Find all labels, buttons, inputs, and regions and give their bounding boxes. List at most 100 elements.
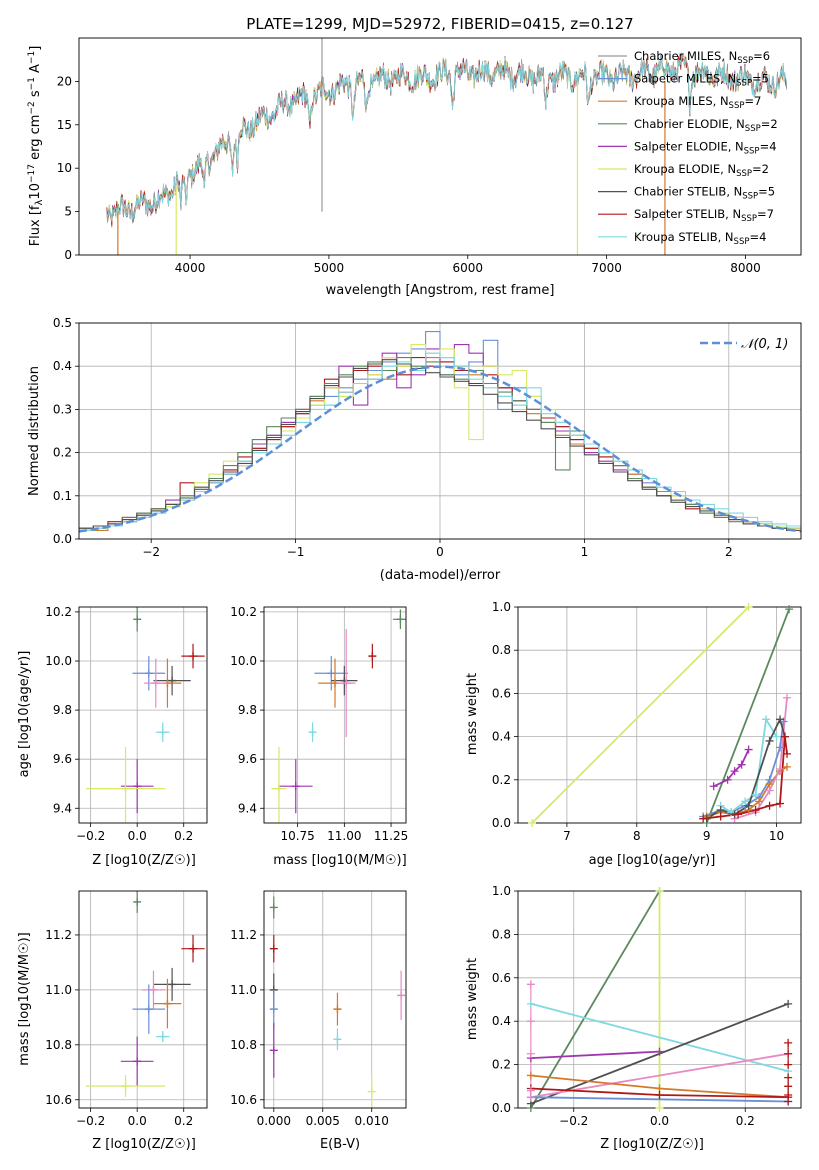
legend-subscript: SSP bbox=[736, 169, 752, 179]
ylabel-part: s bbox=[28, 90, 43, 101]
residual-legend: 𝒩(0, 1) bbox=[700, 337, 788, 352]
data-point bbox=[342, 679, 351, 688]
plot-area bbox=[271, 609, 406, 823]
data-point bbox=[158, 728, 167, 737]
data-point bbox=[133, 897, 142, 906]
weight-marker bbox=[784, 999, 793, 1008]
y-tick-label: 10.0 bbox=[45, 654, 72, 668]
spectrum-ylabel: Flux [fλ10−17 erg cm−2 s−1 A−1] bbox=[27, 46, 45, 247]
data-point bbox=[168, 980, 177, 989]
y-tick-label: 9.6 bbox=[238, 752, 257, 766]
weight-line bbox=[530, 1096, 789, 1103]
legend-subscript: SSP bbox=[744, 146, 760, 156]
x-tick-label: −2 bbox=[142, 545, 160, 559]
y-tick-label: 10.0 bbox=[230, 654, 257, 668]
weight-marker bbox=[655, 1047, 664, 1056]
data-point bbox=[121, 784, 130, 793]
age-vs-mass-panel: 10.75 11.00 11.25 9.4 9.6 9.8 10.0 10.2 bbox=[230, 605, 408, 843]
data-point bbox=[121, 1082, 130, 1091]
residual-histogram-panel: −2 −1 0 1 2 0.0 0.1 0.2 0.3 0.4 0.5 bbox=[53, 316, 802, 559]
weight-marker bbox=[776, 743, 785, 752]
weight-marker bbox=[526, 1071, 535, 1080]
legend-count: =7 bbox=[757, 207, 774, 221]
x-tick-label: −1 bbox=[287, 545, 305, 559]
x-tick-label: 1 bbox=[581, 545, 589, 559]
weight-marker bbox=[737, 760, 746, 769]
plot-area bbox=[530, 891, 789, 1108]
y-tick-label: 11.2 bbox=[45, 928, 72, 942]
y-tick-label: 0.4 bbox=[53, 359, 72, 373]
weight-marker bbox=[784, 1060, 793, 1069]
y-tick-label: 0.2 bbox=[53, 446, 72, 460]
x-tick-label: 0.2 bbox=[174, 1114, 193, 1128]
wZ-xlabel: Z [log10(Z/Z☉)] bbox=[600, 1137, 704, 1152]
spectrum-xlabel: wavelength [Angstrom, rest frame] bbox=[326, 283, 555, 298]
x-tick-label: 0.2 bbox=[736, 1114, 755, 1128]
data-point bbox=[144, 1005, 153, 1014]
y-tick-label: 0.1 bbox=[53, 489, 72, 503]
y-tick-label: 20 bbox=[57, 74, 72, 88]
y-tick-label: 15 bbox=[57, 118, 72, 132]
x-tick-label: 0.2 bbox=[174, 829, 193, 843]
x-tick-label: 8000 bbox=[730, 261, 761, 275]
data-point bbox=[333, 1035, 342, 1044]
axes-frame bbox=[517, 606, 802, 824]
legend-subscript: SSP bbox=[741, 214, 757, 224]
data-point bbox=[144, 669, 153, 678]
x-tick-label: 11.25 bbox=[374, 829, 408, 843]
weight-marker bbox=[744, 745, 753, 754]
legend-entry: Salpeter ELODIE, NSSP=4 bbox=[634, 139, 777, 156]
data-point bbox=[291, 782, 300, 791]
y-tick-label: 10.6 bbox=[45, 1093, 72, 1107]
axes-frame bbox=[78, 606, 208, 824]
data-point bbox=[269, 903, 278, 912]
legend-label-normal: 𝒩(0, 1) bbox=[741, 337, 788, 352]
ylabel-part: λ bbox=[34, 199, 45, 205]
weight-marker bbox=[526, 1049, 535, 1058]
weight-marker bbox=[526, 1093, 535, 1102]
ylabel-part: erg cm bbox=[28, 115, 43, 164]
weight-line bbox=[531, 607, 750, 823]
data-point bbox=[133, 1057, 142, 1066]
plot-area bbox=[85, 607, 205, 823]
mass-vs-Z-panel: −0.2 0.0 0.2 10.6 10.8 11.0 11.2 bbox=[45, 890, 208, 1128]
weight-marker bbox=[776, 765, 785, 773]
ylabel-part: −17 bbox=[27, 164, 37, 183]
data-point bbox=[269, 1005, 278, 1014]
x-tick-label: 5000 bbox=[314, 261, 345, 275]
y-tick-label: 5 bbox=[64, 205, 72, 219]
weight-marker bbox=[744, 603, 753, 611]
legend-subscript: SSP bbox=[734, 237, 750, 247]
data-point bbox=[274, 784, 283, 793]
legend-count: =4 bbox=[760, 139, 777, 153]
axes-frame bbox=[78, 37, 802, 256]
weight-marker bbox=[655, 1104, 664, 1112]
spectrum-line bbox=[106, 52, 787, 222]
histogram-series bbox=[79, 359, 801, 531]
weight-marker bbox=[776, 715, 785, 724]
wAge-ylabel: mass weight bbox=[465, 673, 480, 755]
weight-marker bbox=[716, 812, 725, 821]
weight-marker bbox=[780, 732, 789, 741]
ageZ-ylabel: age [log10(age/yr)] bbox=[17, 651, 32, 778]
legend-entry: Kroupa STELIB, NSSP=4 bbox=[634, 230, 766, 247]
ylabel-part: −1 bbox=[27, 51, 37, 64]
y-tick-label: 9.4 bbox=[238, 801, 257, 815]
plot-area bbox=[531, 607, 790, 823]
weight-marker bbox=[772, 732, 781, 741]
weight-marker bbox=[655, 1090, 664, 1099]
data-point bbox=[269, 1046, 278, 1055]
plot-area bbox=[79, 331, 801, 533]
y-tick-label: 0.3 bbox=[53, 402, 72, 416]
residual-xlabel: (data-model)/error bbox=[380, 568, 501, 583]
y-tick-label: 11.0 bbox=[230, 983, 257, 997]
y-tick-label: 10.8 bbox=[45, 1038, 72, 1052]
y-tick-label: 0 bbox=[64, 248, 72, 262]
x-tick-label: 4000 bbox=[175, 261, 206, 275]
data-point bbox=[308, 728, 317, 737]
weight-marker bbox=[526, 1017, 535, 1026]
weight-marker bbox=[783, 762, 792, 771]
y-tick-label: 0.0 bbox=[53, 532, 72, 546]
y-tick-label: 9.8 bbox=[238, 703, 257, 717]
